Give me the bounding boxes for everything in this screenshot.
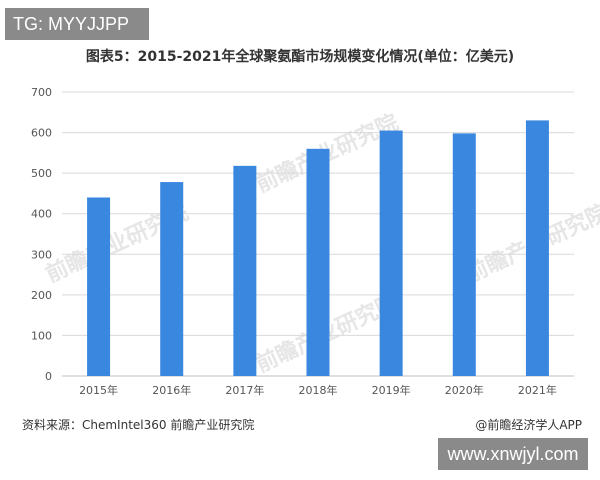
- y-tick-label: 100: [31, 329, 52, 342]
- y-tick-label: 500: [31, 167, 52, 180]
- x-tick-label: 2020年: [445, 383, 484, 397]
- bar: [87, 197, 111, 376]
- y-tick-labels: 0 100 200 300 400 500 600 700: [31, 86, 52, 383]
- top-left-tag: TG: MYYJJPP: [5, 8, 149, 40]
- x-tick-label: 2016年: [152, 383, 191, 397]
- y-tick-label: 300: [31, 248, 52, 261]
- bar: [160, 182, 184, 376]
- y-tick-label: 0: [45, 370, 52, 383]
- x-tick-label: 2017年: [225, 383, 264, 397]
- bar: [525, 120, 549, 377]
- brand-credit: @前瞻经济学人APP: [475, 418, 582, 432]
- x-tick-label: 2018年: [299, 383, 338, 397]
- y-tick-label: 200: [31, 289, 52, 302]
- bottom-right-tag: www.xnwjyl.com: [438, 438, 588, 470]
- x-tick-labels: 2015年 2016年 2017年 2018年 2019年 2020年 2021年: [79, 383, 557, 397]
- x-tick-label: 2021年: [518, 383, 557, 397]
- y-tick-label: 400: [31, 208, 52, 221]
- bar: [452, 133, 476, 376]
- bar: [233, 165, 257, 376]
- bars: [87, 120, 549, 377]
- source-note: 资料来源：ChemIntel360 前瞻产业研究院: [22, 418, 255, 432]
- x-tick-label: 2019年: [372, 383, 411, 397]
- x-tick-label: 2015年: [79, 383, 118, 397]
- chart-title: 图表5：2015-2021年全球聚氨酯市场规模变化情况(单位：亿美元): [85, 49, 515, 65]
- bar: [306, 148, 330, 376]
- y-tick-label: 700: [31, 86, 52, 99]
- bar: [379, 130, 403, 376]
- y-tick-label: 600: [31, 127, 52, 140]
